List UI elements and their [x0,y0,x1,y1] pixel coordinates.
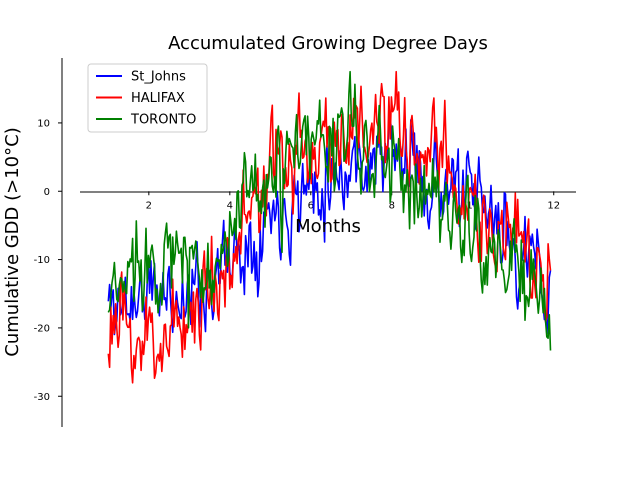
x-tick-label: 10 [466,200,479,211]
y-tick-label: 10 [37,118,50,129]
series-line-toronto [107,70,552,351]
x-tick-label: 6 [308,200,314,211]
legend-label-toronto: TORONTO [130,113,196,128]
x-tick-label: 2 [146,200,152,211]
x-axis-label: Months [295,216,361,237]
legend: St_Johns HALIFAX TORONTO [87,63,208,133]
y-tick-label: 0 [44,187,50,198]
y-tick-label: -20 [34,323,50,334]
x-tick-label: 12 [547,200,560,211]
y-ticks: -30 -20 -10 0 10 [34,118,62,403]
legend-label-halifax: HALIFAX [131,91,185,106]
y-tick-label: -10 [34,255,50,266]
y-tick-label: -30 [34,392,50,403]
x-tick-label: 8 [389,200,395,211]
legend-entries: St_Johns HALIFAX TORONTO [96,70,196,128]
y-axis-label: Cumulative GDD (>10°C) [2,127,23,356]
series-lines [107,70,552,384]
legend-label-st-johns: St_Johns [131,70,186,85]
chart-title: Accumulated Growing Degree Days [168,33,488,54]
x-tick-label: 4 [227,200,233,211]
legend-box [87,63,208,133]
